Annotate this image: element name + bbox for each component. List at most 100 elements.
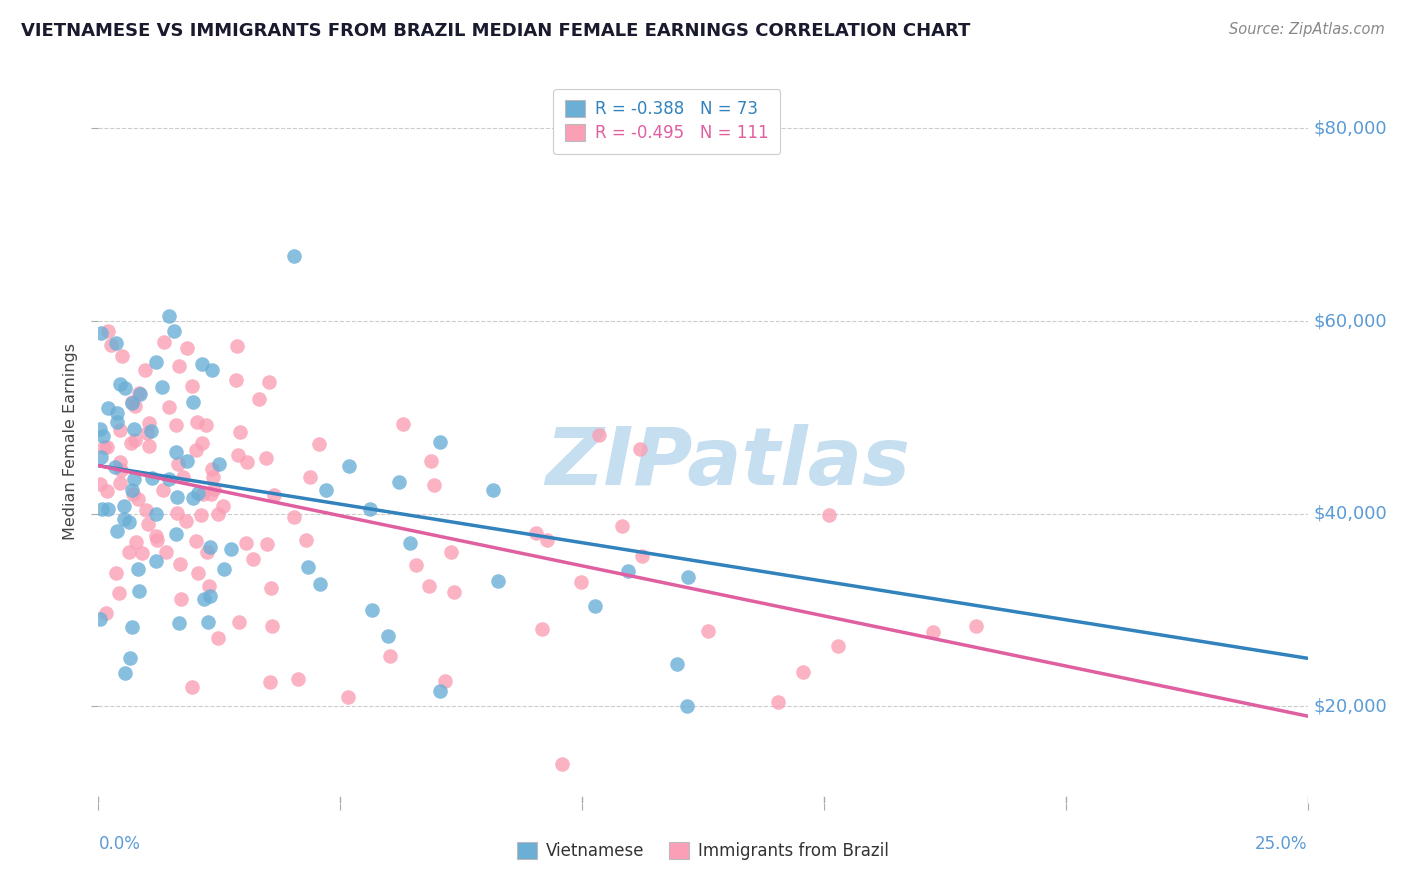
Point [226, 339, 249, 353]
Point [200, 486, 222, 500]
Text: VIETNAMESE VS IMMIGRANTS FROM BRAZIL MEDIAN FEMALE EARNINGS CORRELATION CHART: VIETNAMESE VS IMMIGRANTS FROM BRAZIL MED… [21, 22, 970, 40]
Point [152, 334, 174, 349]
Point [198, 541, 221, 555]
Text: Source: ZipAtlas.com: Source: ZipAtlas.com [1229, 22, 1385, 37]
Point [163, 324, 186, 338]
Text: $60,000: $60,000 [1313, 312, 1388, 330]
Point [128, 386, 150, 401]
Point [191, 436, 214, 450]
Point [118, 545, 141, 559]
Point [254, 450, 277, 465]
Point [405, 558, 427, 572]
Point [105, 566, 128, 580]
Y-axis label: Median Female Earnings: Median Female Earnings [63, 343, 79, 540]
Point [91, 428, 114, 442]
Point [110, 463, 132, 477]
Point [297, 560, 319, 574]
Point [212, 562, 235, 576]
Point [97, 502, 120, 516]
Point [118, 515, 141, 529]
Point [155, 545, 177, 559]
Point [827, 639, 849, 653]
Point [114, 666, 136, 681]
Point [202, 482, 225, 496]
Point [201, 462, 224, 476]
Point [100, 338, 122, 352]
Point [440, 545, 463, 559]
Point [145, 507, 167, 521]
Point [138, 439, 160, 453]
Point [181, 395, 204, 409]
Point [631, 549, 654, 564]
Point [121, 620, 143, 634]
Point [236, 455, 259, 469]
Point [166, 506, 188, 520]
Point [159, 400, 181, 414]
Point [150, 379, 173, 393]
Point [176, 341, 198, 355]
Point [229, 425, 252, 439]
Point [108, 423, 131, 437]
Point [235, 536, 257, 550]
Point [167, 615, 190, 630]
Text: 0.0%: 0.0% [98, 835, 141, 854]
Point [134, 362, 156, 376]
Point [361, 602, 384, 616]
Point [283, 510, 305, 524]
Point [766, 695, 789, 709]
Point [443, 584, 465, 599]
Point [93, 440, 115, 454]
Point [121, 395, 143, 409]
Point [378, 649, 401, 664]
Point [124, 433, 146, 447]
Point [165, 527, 187, 541]
Point [135, 425, 157, 440]
Point [105, 415, 128, 429]
Point [612, 519, 634, 533]
Point [128, 386, 150, 401]
Point [195, 417, 218, 432]
Point [198, 579, 221, 593]
Point [127, 491, 149, 506]
Point [259, 674, 281, 689]
Point [359, 501, 381, 516]
Point [208, 457, 231, 471]
Point [676, 699, 699, 714]
Point [263, 488, 285, 502]
Point [145, 528, 167, 542]
Point [193, 591, 215, 606]
Point [295, 533, 318, 548]
Text: $40,000: $40,000 [1313, 505, 1388, 523]
Point [120, 436, 142, 450]
Point [108, 455, 131, 469]
Text: ZIPatlas: ZIPatlas [544, 425, 910, 502]
Point [110, 475, 132, 490]
Point [792, 665, 814, 680]
Point [121, 487, 143, 501]
Point [676, 570, 699, 584]
Point [247, 392, 270, 406]
Point [191, 357, 214, 371]
Legend: Vietnamese, Immigrants from Brazil: Vietnamese, Immigrants from Brazil [510, 835, 896, 867]
Point [308, 437, 330, 451]
Point [111, 349, 134, 363]
Point [922, 624, 945, 639]
Point [207, 508, 229, 522]
Point [260, 581, 283, 595]
Point [201, 363, 224, 377]
Point [112, 512, 135, 526]
Point [260, 618, 283, 632]
Point [131, 546, 153, 560]
Point [97, 324, 120, 338]
Point [201, 470, 224, 484]
Point [315, 483, 337, 498]
Point [211, 499, 233, 513]
Point [128, 584, 150, 599]
Point [377, 629, 399, 643]
Point [256, 537, 278, 551]
Point [124, 400, 146, 414]
Point [617, 564, 640, 578]
Point [105, 524, 128, 538]
Point [198, 589, 221, 603]
Point [145, 553, 167, 567]
